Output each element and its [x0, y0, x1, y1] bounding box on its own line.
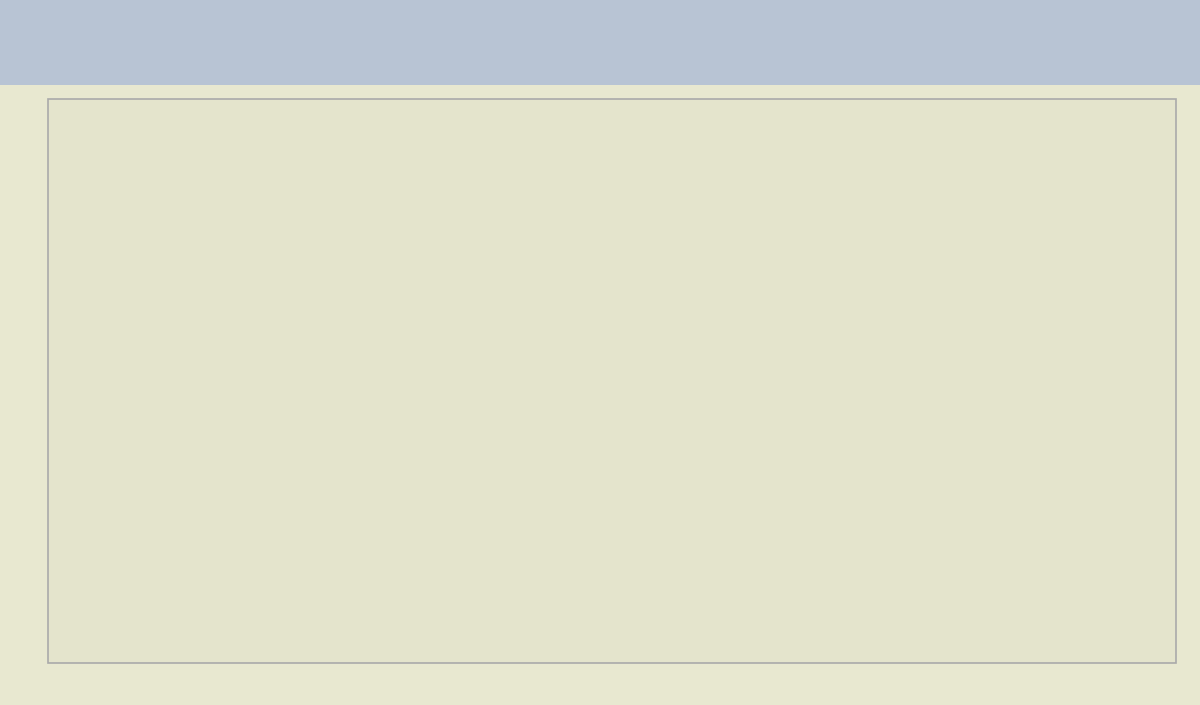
Text: Then reposition the links as the 45-mm crank is rotated 90° counterclockwise. De: Then reposition the links as the 45-mm c… — [193, 187, 1072, 206]
Text: crank: crank — [270, 494, 312, 510]
Text: resulting displacement of the piston.: resulting displacement of the piston. — [193, 221, 538, 240]
Text: 30°: 30° — [299, 448, 326, 463]
Polygon shape — [214, 326, 292, 437]
Bar — [454, 409, 506, 453]
Bar — [454, 438, 516, 453]
Text: piston: piston — [556, 377, 602, 393]
Circle shape — [217, 325, 232, 339]
Circle shape — [216, 324, 232, 340]
Polygon shape — [221, 325, 463, 439]
Bar — [246, 474, 280, 484]
Text: FIGURE: FIGURE — [193, 260, 266, 278]
Circle shape — [212, 321, 236, 343]
Circle shape — [448, 419, 472, 443]
Circle shape — [270, 419, 293, 443]
Circle shape — [210, 318, 238, 346]
Bar — [457, 400, 514, 407]
Circle shape — [268, 417, 295, 445]
Bar — [454, 405, 516, 420]
Text: Graphically position the links for the compressor linkage in the configuration s: Graphically position the links for the c… — [193, 152, 1074, 171]
Circle shape — [452, 424, 468, 439]
Circle shape — [276, 425, 288, 437]
Bar — [252, 396, 274, 477]
Bar — [505, 401, 527, 461]
Text: Problem: Problem — [566, 100, 664, 120]
Text: 45 mm: 45 mm — [190, 376, 244, 391]
Circle shape — [258, 408, 305, 454]
Circle shape — [454, 425, 466, 437]
Bar — [450, 460, 526, 470]
Text: 100 mm: 100 mm — [324, 342, 388, 357]
